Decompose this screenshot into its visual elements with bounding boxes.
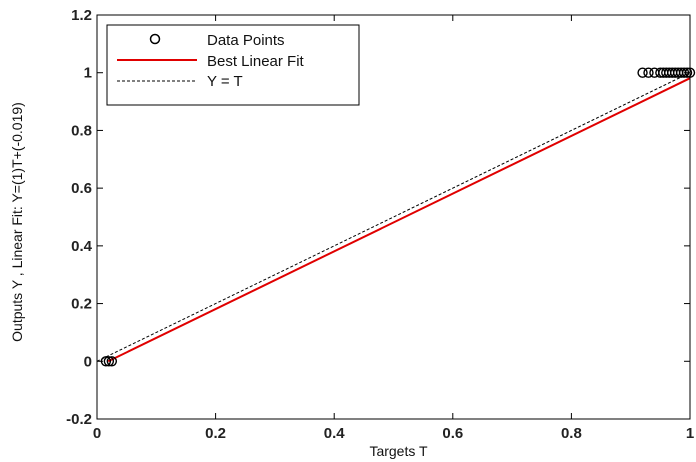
legend-label-y-equals-t: Y = T <box>207 73 243 90</box>
legend: Data Points Best Linear Fit Y = T <box>106 24 360 106</box>
data-point <box>637 67 648 78</box>
data-point <box>103 356 115 367</box>
y-axis-label: Outputs Y , Linear Fit: Y=(1)T+(-0.019) <box>9 102 25 342</box>
x-tick-label: 0.8 <box>561 425 582 442</box>
y-tick-label: 0.6 <box>71 180 92 197</box>
plot-frame <box>96 14 691 420</box>
legend-box <box>106 24 360 106</box>
y-tick-label: 0.8 <box>71 122 92 139</box>
x-tick-label: 0.4 <box>324 425 346 442</box>
x-axis-label: Targets T <box>369 443 428 459</box>
series-layer <box>96 67 696 367</box>
x-tick-label: 0.2 <box>205 425 226 442</box>
legend-label-best-linear-fit: Best Linear Fit <box>207 53 305 70</box>
y-tick-label: -0.2 <box>66 411 92 428</box>
y-tick-label: 0.4 <box>71 238 93 255</box>
x-tick-label: 1 <box>686 425 694 442</box>
data-point <box>106 356 118 367</box>
x-tick-label: 0 <box>93 425 101 442</box>
ticks-layer: 0 0.2 0.4 0.6 0.8 1-0.200.20.40.60.811.2 <box>66 7 694 442</box>
x-tick-label: 0.6 <box>442 425 463 442</box>
best-linear-fit-line <box>107 77 691 363</box>
y-tick-label: 0 <box>84 353 92 370</box>
data-point <box>681 67 693 78</box>
legend-label-data-points: Data Points <box>207 32 285 49</box>
y-tick-label: 1.2 <box>71 7 92 24</box>
y-tick-label: 0.2 <box>71 296 92 313</box>
legend-marker-data-points <box>149 33 161 45</box>
y-tick-label: 1 <box>84 65 92 82</box>
data-point <box>643 67 654 78</box>
